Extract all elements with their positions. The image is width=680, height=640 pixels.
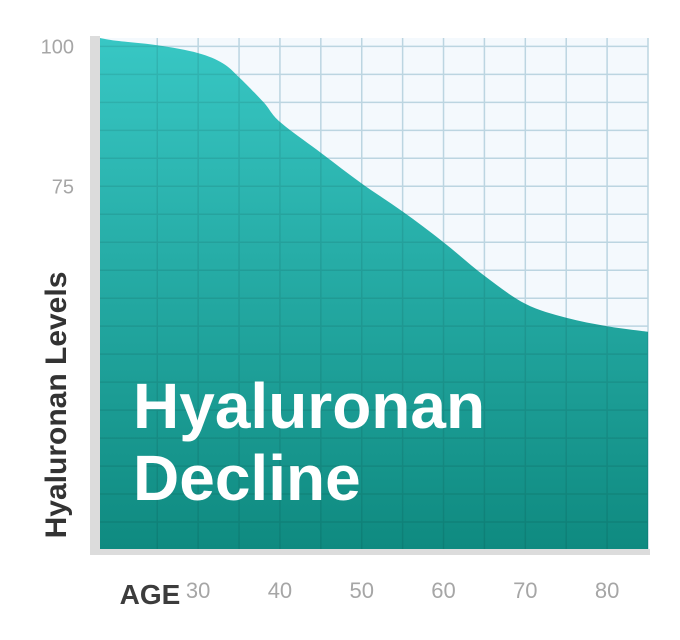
gridlines-overlay [100,38,649,550]
x-tick-label: 70 [513,578,537,603]
y-tick-label: 75 [52,176,74,198]
chart-title-line-2: Decline [133,442,361,514]
chart-title-line-1: Hyaluronan [133,370,485,442]
x-tick-label: 80 [595,578,619,603]
x-tick-label: 40 [268,578,292,603]
x-tick-label: 30 [186,578,210,603]
x-tick-label: 50 [349,578,373,603]
series-area [100,38,648,550]
x-tick-label: 60 [431,578,455,603]
x-axis-label: AGE [120,579,181,610]
y-axis-label: Hyaluronan Levels [40,272,73,539]
y-tick-label: 100 [41,36,74,58]
